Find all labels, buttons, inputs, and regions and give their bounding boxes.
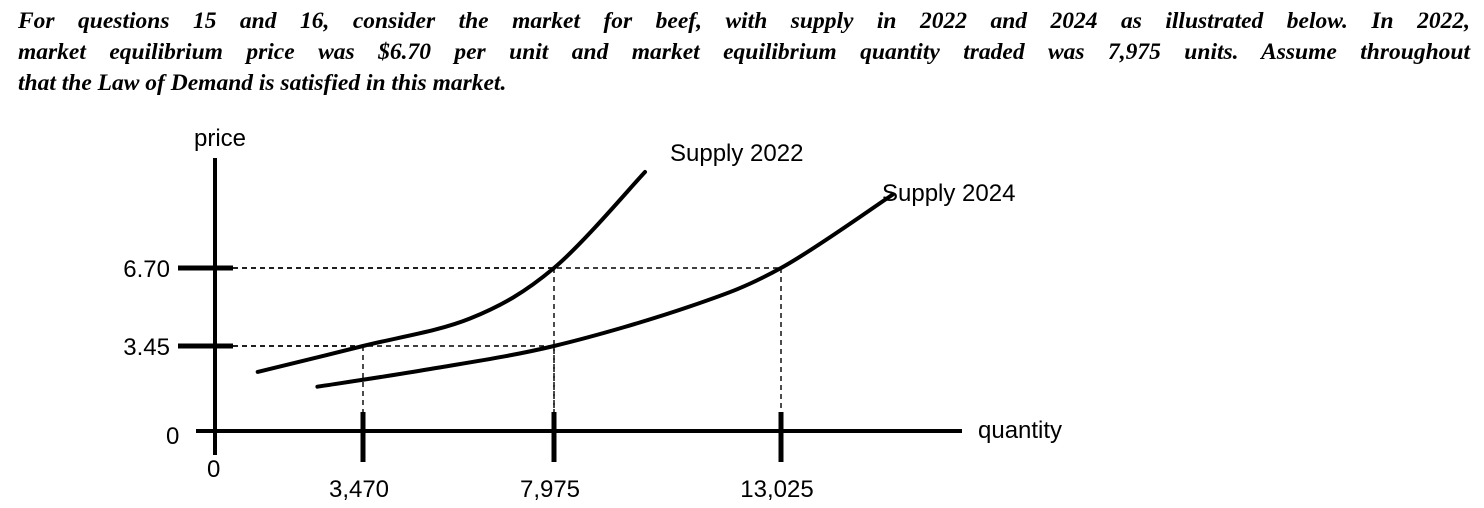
x-tick-label: 3,470 bbox=[329, 476, 389, 503]
x-origin-label: 0 bbox=[207, 456, 220, 483]
ticks: 3.45 6.70 3,470 7,975 13,025 bbox=[123, 256, 813, 503]
intro-line-3: that the Law of Demand is satisfied in t… bbox=[18, 70, 507, 96]
intro-line-1: For questions 15 and 16, consider the ma… bbox=[18, 8, 1470, 34]
supply-curve-2022 bbox=[255, 170, 647, 374]
y-tick-label: 3.45 bbox=[123, 334, 170, 361]
series-label: Supply 2024 bbox=[882, 180, 1015, 207]
question-intro: For questions 15 and 16, consider the ma… bbox=[18, 6, 1470, 99]
guide-lines bbox=[215, 267, 782, 431]
y-tick-label: 6.70 bbox=[123, 256, 170, 283]
supply-curves: Supply 2022 Supply 2024 bbox=[255, 140, 1015, 389]
y-origin-label: 0 bbox=[166, 423, 179, 450]
x-tick-label: 13,025 bbox=[740, 476, 813, 503]
chart-labels: price quantity 0 0 bbox=[166, 125, 1062, 483]
x-tick-label: 7,975 bbox=[520, 476, 580, 503]
series-label: Supply 2022 bbox=[670, 140, 803, 167]
intro-line-2: market equilibrium price was $6.70 per u… bbox=[18, 39, 1470, 65]
x-axis-label: quantity bbox=[978, 417, 1062, 444]
axes bbox=[196, 158, 962, 455]
y-axis-label: price bbox=[194, 125, 246, 152]
supply-curve-2024 bbox=[315, 192, 895, 389]
